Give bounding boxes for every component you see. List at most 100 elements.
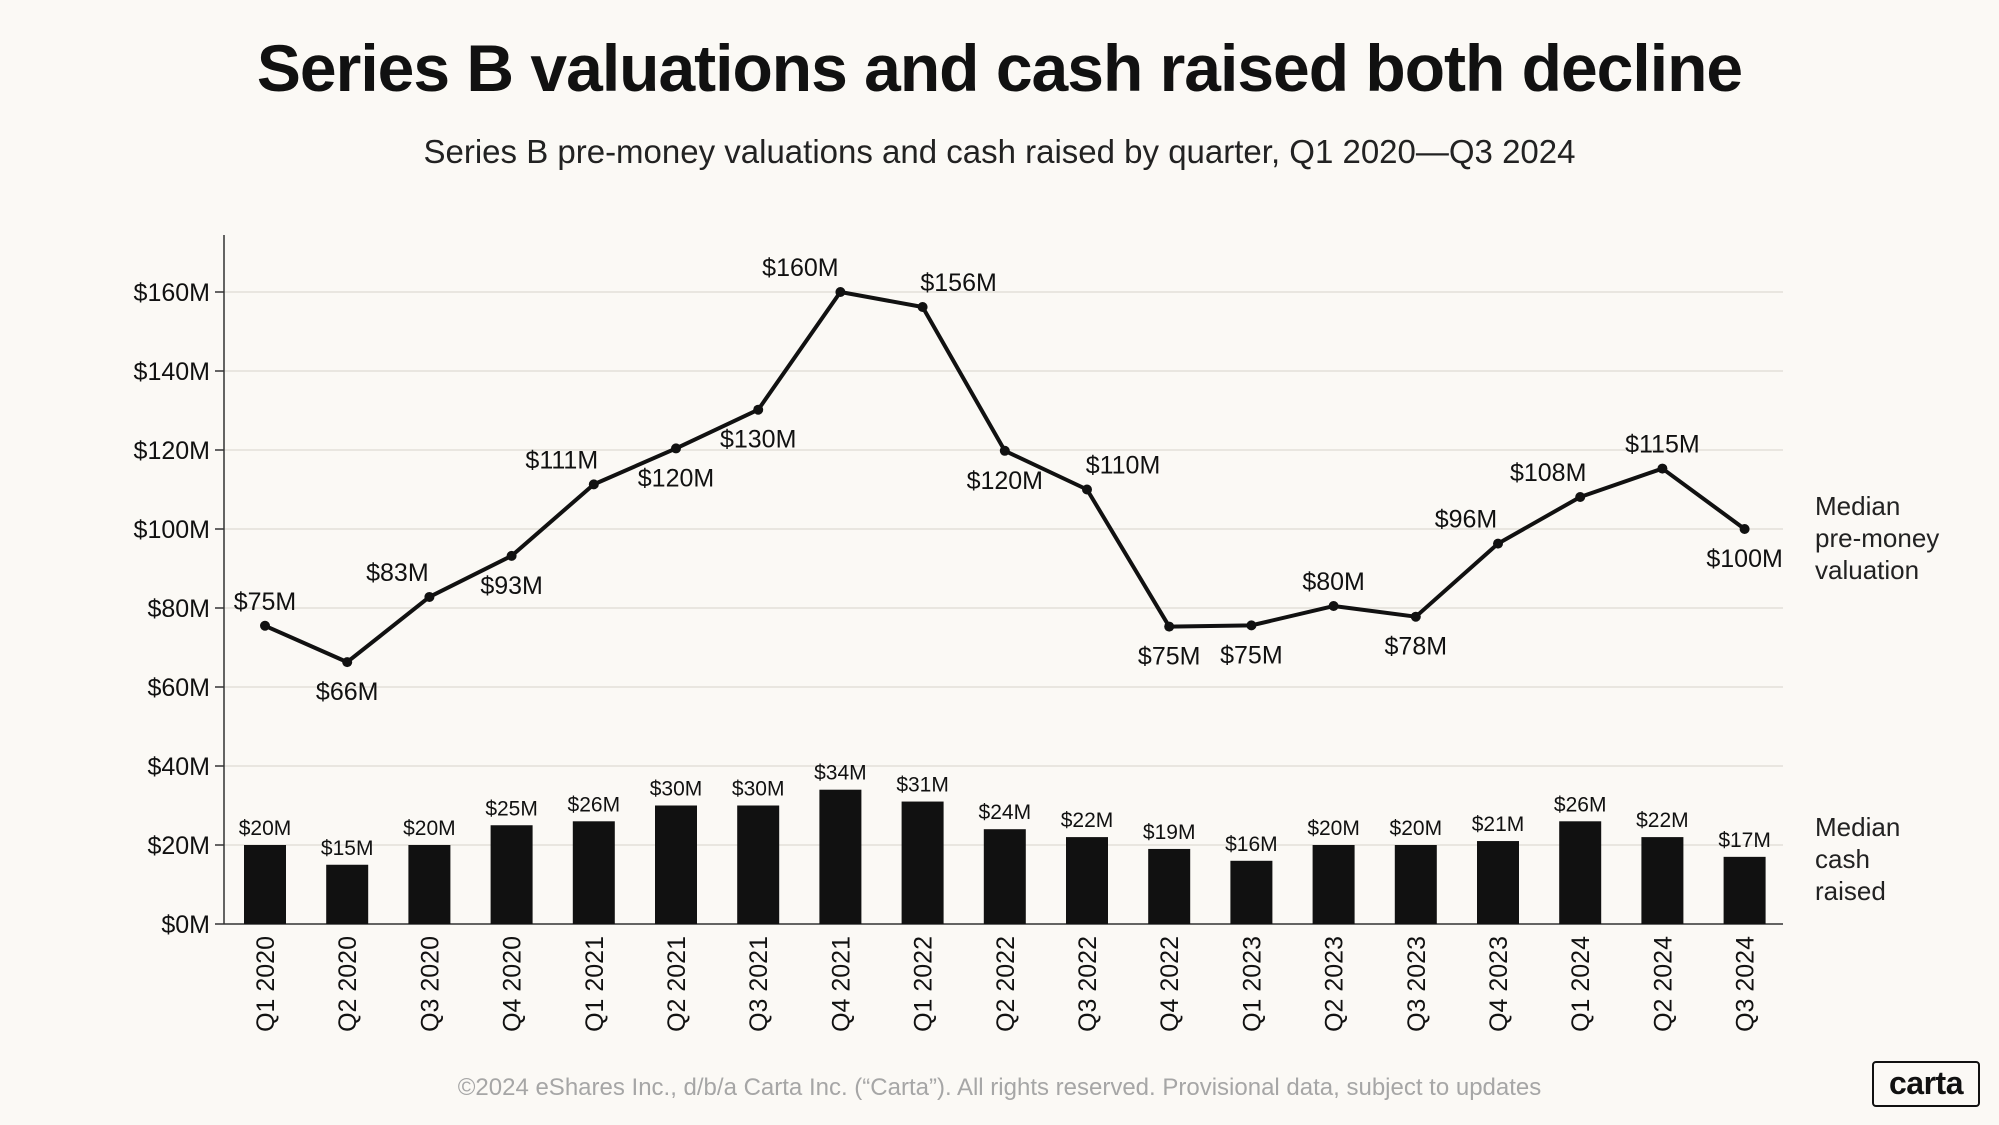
valuation-point xyxy=(424,591,435,602)
bar-value-label: $20M xyxy=(239,817,292,840)
cash-raised-bar xyxy=(408,845,451,924)
chart-title: Series B valuations and cash raised both… xyxy=(256,31,1743,105)
bar-value-label: $20M xyxy=(1390,817,1443,840)
chart-subtitle: Series B pre-money valuations and cash r… xyxy=(423,133,1576,170)
x-tick-label: Q2 2022 xyxy=(992,936,1020,1032)
x-tick-label: Q2 2023 xyxy=(1321,936,1349,1032)
valuation-value-label: $120M xyxy=(967,467,1043,495)
data-labels: $20M $15M $20M $25M $26M $30M $30M $34M $31M $24M… xyxy=(234,254,1783,860)
valuation-value-label: $160M xyxy=(762,254,838,282)
y-tick-label: $120M xyxy=(134,437,210,465)
bar-value-label: $34M xyxy=(814,762,867,785)
x-tick-label: Q3 2020 xyxy=(416,936,444,1032)
x-tick-label: Q1 2023 xyxy=(1238,936,1266,1032)
valuation-point xyxy=(588,479,599,490)
valuation-point xyxy=(917,302,928,313)
cash-raised-bar xyxy=(983,829,1026,924)
cash-raised-bars xyxy=(244,789,1766,924)
bar-value-label: $22M xyxy=(1061,809,1114,832)
x-tick-label: Q1 2021 xyxy=(581,936,609,1032)
y-tick-label: $100M xyxy=(134,516,210,544)
y-tick-label: $0M xyxy=(161,911,210,939)
y-tick-label: $80M xyxy=(147,595,210,623)
y-tick-label: $140M xyxy=(134,358,210,386)
valuation-value-label: $115M xyxy=(1625,431,1700,459)
legend-label: Median xyxy=(1815,491,1900,521)
x-tick-label: Q2 2021 xyxy=(663,936,691,1032)
valuation-value-label: $108M xyxy=(1510,459,1586,487)
cash-raised-bar xyxy=(1559,821,1602,924)
x-tick-label: Q3 2022 xyxy=(1074,936,1102,1032)
valuation-value-label: $130M xyxy=(720,426,796,454)
cash-raised-bar xyxy=(655,805,697,924)
cash-raised-bar xyxy=(1394,845,1437,924)
valuation-value-label: $83M xyxy=(366,559,429,587)
bar-value-label: $15M xyxy=(321,837,374,860)
valuation-point xyxy=(1246,620,1257,631)
valuation-point xyxy=(1328,601,1339,612)
valuation-value-label: $156M xyxy=(920,269,996,297)
carta-logo: carta xyxy=(1872,1061,1980,1107)
valuation-value-label: $120M xyxy=(638,464,714,492)
valuation-line xyxy=(260,287,1750,668)
x-tick-label: Q2 2024 xyxy=(1649,936,1677,1032)
valuation-value-label: $80M xyxy=(1302,568,1365,596)
valuation-point xyxy=(506,550,517,561)
gridlines xyxy=(224,291,1783,846)
valuation-point xyxy=(1493,538,1503,549)
x-tick-label: Q1 2024 xyxy=(1567,936,1595,1032)
cash-raised-bar xyxy=(819,789,862,924)
valuation-point xyxy=(1739,524,1750,534)
valuation-point xyxy=(1657,463,1668,474)
axes: $0M $20M $40M $60M $80M $100M $120M $140M $160M Q… xyxy=(134,235,1783,1032)
bar-value-label: $26M xyxy=(1554,793,1607,816)
bar-value-label: $17M xyxy=(1718,829,1771,852)
bar-value-label: $20M xyxy=(1307,817,1360,840)
x-tick-label: Q3 2021 xyxy=(745,936,773,1032)
valuation-point xyxy=(835,287,846,297)
cash-raised-bar xyxy=(572,821,615,924)
cash-raised-bar xyxy=(1148,848,1191,924)
valuation-value-label: $75M xyxy=(234,588,297,616)
valuation-point xyxy=(342,657,353,668)
valuation-value-label: $96M xyxy=(1435,506,1498,534)
y-tick-label: $40M xyxy=(147,753,210,781)
valuation-value-label: $93M xyxy=(480,572,543,600)
y-tick-label: $60M xyxy=(147,674,210,702)
cash-raised-bar xyxy=(1312,845,1355,924)
bar-value-label: $22M xyxy=(1636,809,1689,832)
cash-raised-bar xyxy=(737,805,780,924)
y-tick-label: $20M xyxy=(147,832,210,860)
valuation-point xyxy=(260,620,270,631)
cash-raised-bar xyxy=(244,845,286,924)
x-tick-label: Q4 2020 xyxy=(499,936,527,1032)
legend-label: raised xyxy=(1815,876,1886,906)
bar-value-label: $30M xyxy=(732,778,785,801)
valuation-point xyxy=(999,445,1010,456)
x-tick-label: Q1 2020 xyxy=(252,936,280,1032)
valuation-value-label: $75M xyxy=(1220,641,1283,669)
x-tick-label: Q3 2024 xyxy=(1732,936,1760,1032)
valuation-value-label: $110M xyxy=(1086,452,1161,480)
bar-value-label: $21M xyxy=(1472,813,1525,836)
valuation-point xyxy=(1164,621,1175,632)
cash-raised-bar xyxy=(901,801,944,924)
bar-value-label: $20M xyxy=(403,817,456,840)
footer-copyright: ©2024 eShares Inc., d/b/a Carta Inc. (“C… xyxy=(457,1074,1542,1101)
x-tick-label: Q4 2023 xyxy=(1485,936,1513,1032)
cash-raised-bar xyxy=(1723,856,1766,924)
bar-value-label: $19M xyxy=(1143,821,1196,844)
cash-raised-bar xyxy=(490,825,533,924)
x-tick-label: Q2 2020 xyxy=(334,936,362,1032)
valuation-point xyxy=(671,443,681,454)
valuation-point xyxy=(1082,484,1092,495)
valuation-point xyxy=(1575,492,1586,503)
x-tick-label: Q3 2023 xyxy=(1403,936,1431,1032)
cash-raised-bar xyxy=(1477,841,1519,924)
bar-value-label: $30M xyxy=(650,778,703,801)
x-tick-label: Q4 2021 xyxy=(827,936,855,1032)
x-tick-label: Q1 2022 xyxy=(910,936,938,1032)
x-tick-label: Q4 2022 xyxy=(1156,936,1184,1032)
